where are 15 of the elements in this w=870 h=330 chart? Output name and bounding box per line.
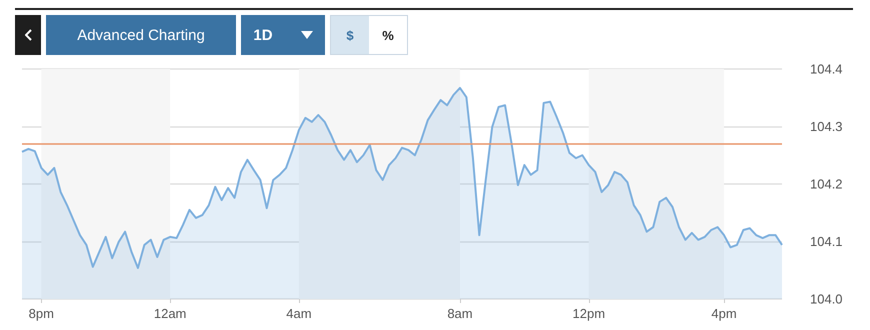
y-tick-label: 104.4 xyxy=(810,62,843,76)
text: % xyxy=(369,16,407,54)
x-tick-label: 12am xyxy=(154,306,186,321)
x-tick-label: 12pm xyxy=(572,306,606,321)
y-tick-label: 104.2 xyxy=(810,176,843,192)
text: Advanced Charting xyxy=(46,15,236,55)
y-tick-label: 104.1 xyxy=(810,234,843,249)
x-tick-label: 4am xyxy=(286,306,312,321)
x-tick-label: 8pm xyxy=(28,306,54,321)
text: 1D xyxy=(253,26,273,44)
text: $ xyxy=(331,16,369,54)
y-tick-label: 104.3 xyxy=(810,119,843,134)
x-tick-label: 4pm xyxy=(711,306,737,321)
y-tick-label: 104.0 xyxy=(810,292,843,306)
x-tick-label: 8am xyxy=(447,306,473,321)
